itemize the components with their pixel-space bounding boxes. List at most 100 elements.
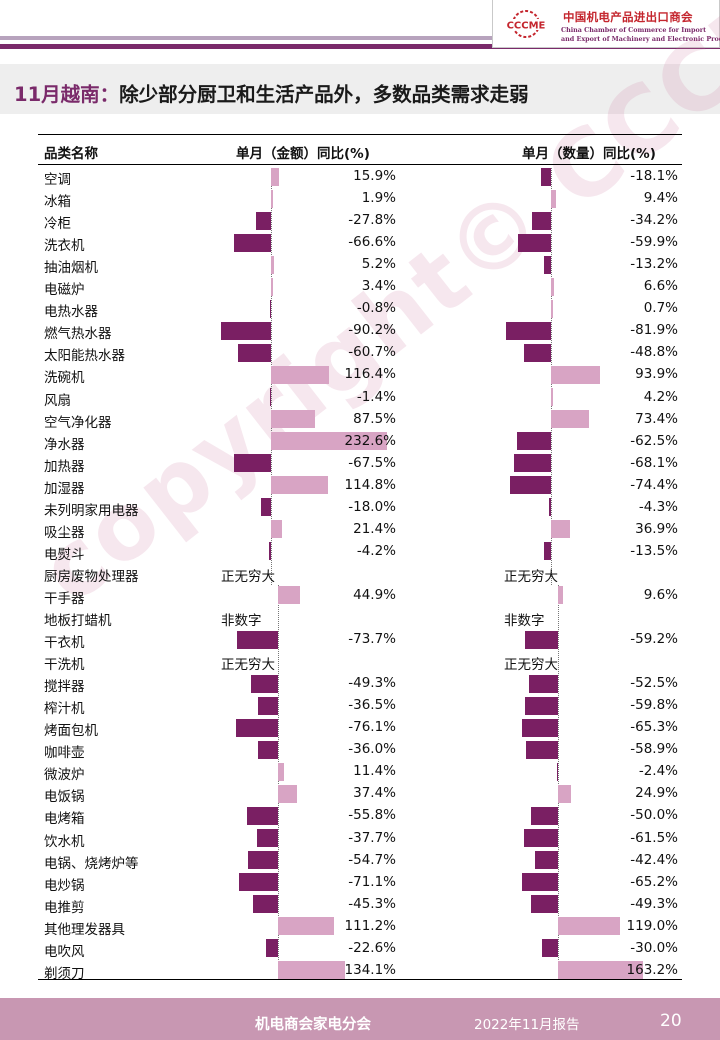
quantity-bar xyxy=(551,388,554,406)
amount-value-label: -37.7% xyxy=(348,829,396,846)
quantity-bar xyxy=(522,718,558,737)
quantity-value-label: 0.7% xyxy=(643,300,678,317)
amount-bar xyxy=(271,410,315,429)
row-category-label: 微波炉 xyxy=(44,767,85,784)
row-category-label: 饮水机 xyxy=(44,833,85,850)
amount-special-value: 正无穷大 xyxy=(221,568,275,585)
row-category-label: 抽油烟机 xyxy=(44,260,98,277)
amount-bar xyxy=(271,476,329,495)
amount-value-label: -36.5% xyxy=(348,697,396,714)
table-top-rule xyxy=(38,134,682,135)
header-stripe-dark xyxy=(0,44,720,49)
quantity-bar xyxy=(558,961,643,980)
amount-value-label: 5.2% xyxy=(361,256,396,273)
amount-bar xyxy=(268,542,271,561)
row-category-label: 冷柜 xyxy=(44,216,71,233)
amount-bar xyxy=(278,917,334,936)
quantity-bar xyxy=(530,806,558,825)
quantity-bar xyxy=(558,917,620,936)
amount-value-label: 3.4% xyxy=(361,278,396,295)
quantity-bar xyxy=(510,476,551,495)
amount-bar xyxy=(278,762,284,781)
quantity-special-value: 正无穷大 xyxy=(504,657,558,674)
title-rest: 除少部分厨卫和生活产品外，多数品类需求走弱 xyxy=(119,83,529,106)
quantity-bar xyxy=(541,167,551,186)
row-category-label: 烤面包机 xyxy=(44,723,98,740)
row-category-label: 咖啡壶 xyxy=(44,745,85,762)
quantity-bar xyxy=(541,939,558,958)
amount-value-label: -76.1% xyxy=(348,719,396,736)
amount-bar xyxy=(237,630,278,649)
amount-bar xyxy=(265,939,278,958)
quantity-value-label: -48.8% xyxy=(630,344,678,361)
amount-bar xyxy=(278,586,301,605)
amount-value-label: -55.8% xyxy=(348,807,396,824)
amount-bar xyxy=(271,277,273,296)
quantity-bar xyxy=(551,299,553,318)
row-category-label: 燃气热水器 xyxy=(44,326,112,343)
quantity-value-label: -13.2% xyxy=(630,256,678,273)
quantity-value-label: -42.4% xyxy=(630,851,678,868)
quantity-value-label: -59.8% xyxy=(630,697,678,714)
amount-value-label: -90.2% xyxy=(348,322,396,339)
row-category-label: 电烤箱 xyxy=(44,811,85,828)
amount-bar xyxy=(278,961,346,980)
quantity-bar xyxy=(558,784,571,803)
amount-bar xyxy=(247,851,278,870)
amount-bar xyxy=(271,432,388,451)
row-category-label: 干衣机 xyxy=(44,635,85,652)
title-highlight: 11月越南： xyxy=(14,83,120,106)
amount-bar xyxy=(236,718,278,737)
row-category-label: 榨汁机 xyxy=(44,701,85,718)
quantity-value-label: 6.6% xyxy=(643,278,678,295)
quantity-special-value: 正无穷大 xyxy=(504,568,558,585)
amount-special-value: 非数字 xyxy=(221,613,262,629)
column-header-amount: 单月（金额）同比(%) xyxy=(236,146,370,162)
quantity-bar xyxy=(524,829,558,847)
amount-value-label: -27.8% xyxy=(348,212,396,229)
quantity-value-label: -2.4% xyxy=(638,763,678,780)
data-table: 品类名称 单月（金额）同比(%) 单月（数量）同比(%) 空调 15.9% -18.… xyxy=(38,134,682,982)
quantity-value-label: -58.9% xyxy=(630,741,678,758)
cccme-logo: CCCME 中国机电产品进出口商会 China Chamber of Comme… xyxy=(492,0,720,48)
amount-bar xyxy=(233,454,271,473)
quantity-bar xyxy=(532,211,551,230)
amount-bar xyxy=(250,674,278,693)
quantity-value-label: -52.5% xyxy=(630,675,678,692)
quantity-value-label: -34.2% xyxy=(630,212,678,229)
top-header: CCCME 中国机电产品进出口商会 China Chamber of Comme… xyxy=(0,0,720,60)
footer-bar xyxy=(0,998,720,1040)
quantity-bar xyxy=(551,410,590,429)
amount-value-label: 111.2% xyxy=(344,917,396,934)
amount-bar xyxy=(257,696,278,715)
footer-org: 机电商会家电分会 xyxy=(255,1017,371,1033)
quantity-value-label: -81.9% xyxy=(630,322,678,339)
row-category-label: 吸尘器 xyxy=(44,524,85,541)
amount-value-label: 21.4% xyxy=(353,520,396,537)
cccme-logo-icon: CCCME xyxy=(501,10,551,38)
amount-bar xyxy=(237,343,271,362)
quantity-bar xyxy=(524,343,551,362)
quantity-value-label: -65.2% xyxy=(630,873,678,890)
org-name-cn: 中国机电产品进出口商会 xyxy=(563,10,693,24)
quantity-bar xyxy=(525,696,558,715)
amount-bar xyxy=(221,321,271,340)
row-category-label: 电锅、烧烤炉等 xyxy=(44,855,139,872)
amount-bar xyxy=(271,255,274,274)
quantity-bar xyxy=(529,674,558,693)
row-category-label: 干洗机 xyxy=(44,657,85,674)
quantity-value-label: -4.3% xyxy=(638,498,678,515)
row-category-label: 厨房废物处理器 xyxy=(44,568,139,585)
amount-bar xyxy=(271,520,282,539)
row-category-label: 电推剪 xyxy=(44,899,85,916)
row-category-label: 搅拌器 xyxy=(44,679,85,696)
page-title: 11月越南：除少部分厨卫和生活产品外，多数品类需求走弱 xyxy=(14,78,529,107)
amount-value-label: 1.9% xyxy=(361,190,396,207)
quantity-value-label: 163.2% xyxy=(626,961,678,978)
amount-value-label: 232.6% xyxy=(344,432,396,449)
amount-bar xyxy=(253,895,278,914)
amount-bar xyxy=(238,873,278,892)
quantity-value-label: -30.0% xyxy=(630,939,678,956)
quantity-bar xyxy=(534,851,558,870)
quantity-bar xyxy=(522,873,558,892)
